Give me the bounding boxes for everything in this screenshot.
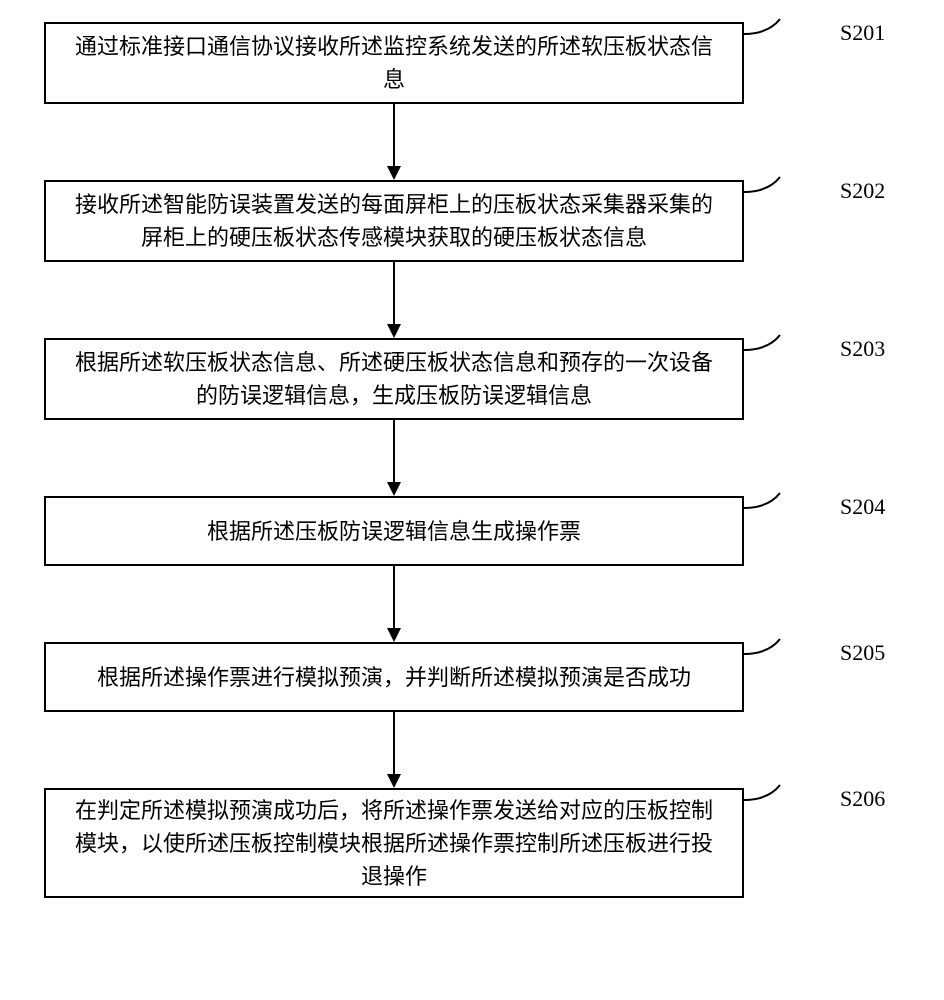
- step-text: 根据所述软压板状态信息、所述硬压板状态信息和预存的一次设备的防误逻辑信息，生成压…: [70, 346, 718, 412]
- flowchart-step: 根据所述软压板状态信息、所述硬压板状态信息和预存的一次设备的防误逻辑信息，生成压…: [44, 338, 744, 420]
- label-connector-curve: [744, 174, 784, 214]
- arrowhead-icon: [387, 324, 401, 338]
- step-label: S202: [840, 178, 885, 204]
- flowchart-step: 通过标准接口通信协议接收所述监控系统发送的所述软压板状态信息: [44, 22, 744, 104]
- step-label: S203: [840, 336, 885, 362]
- step-text: 在判定所述模拟预演成功后，将所述操作票发送给对应的压板控制模块，以使所述压板控制…: [70, 794, 718, 893]
- flow-connector: [393, 262, 395, 324]
- flow-connector: [393, 420, 395, 482]
- step-label: S204: [840, 494, 885, 520]
- label-connector-curve: [744, 490, 784, 530]
- step-text: 通过标准接口通信协议接收所述监控系统发送的所述软压板状态信息: [70, 30, 718, 96]
- flowchart-container: 通过标准接口通信协议接收所述监控系统发送的所述软压板状态信息 S201 接收所述…: [0, 0, 944, 1000]
- arrowhead-icon: [387, 628, 401, 642]
- step-label: S205: [840, 640, 885, 666]
- arrowhead-icon: [387, 774, 401, 788]
- flow-connector: [393, 566, 395, 628]
- flow-connector: [393, 712, 395, 774]
- step-label: S201: [840, 20, 885, 46]
- flowchart-step: 接收所述智能防误装置发送的每面屏柜上的压板状态采集器采集的屏柜上的硬压板状态传感…: [44, 180, 744, 262]
- flow-connector: [393, 104, 395, 166]
- flowchart-step: 根据所述压板防误逻辑信息生成操作票: [44, 496, 744, 566]
- label-connector-curve: [744, 782, 784, 822]
- arrowhead-icon: [387, 166, 401, 180]
- label-connector-curve: [744, 332, 784, 372]
- label-connector-curve: [744, 636, 784, 676]
- label-connector-curve: [744, 16, 784, 56]
- step-text: 接收所述智能防误装置发送的每面屏柜上的压板状态采集器采集的屏柜上的硬压板状态传感…: [70, 188, 718, 254]
- step-text: 根据所述压板防误逻辑信息生成操作票: [207, 515, 581, 548]
- flowchart-step: 根据所述操作票进行模拟预演，并判断所述模拟预演是否成功: [44, 642, 744, 712]
- arrowhead-icon: [387, 482, 401, 496]
- step-text: 根据所述操作票进行模拟预演，并判断所述模拟预演是否成功: [97, 661, 691, 694]
- flowchart-step: 在判定所述模拟预演成功后，将所述操作票发送给对应的压板控制模块，以使所述压板控制…: [44, 788, 744, 898]
- step-label: S206: [840, 786, 885, 812]
